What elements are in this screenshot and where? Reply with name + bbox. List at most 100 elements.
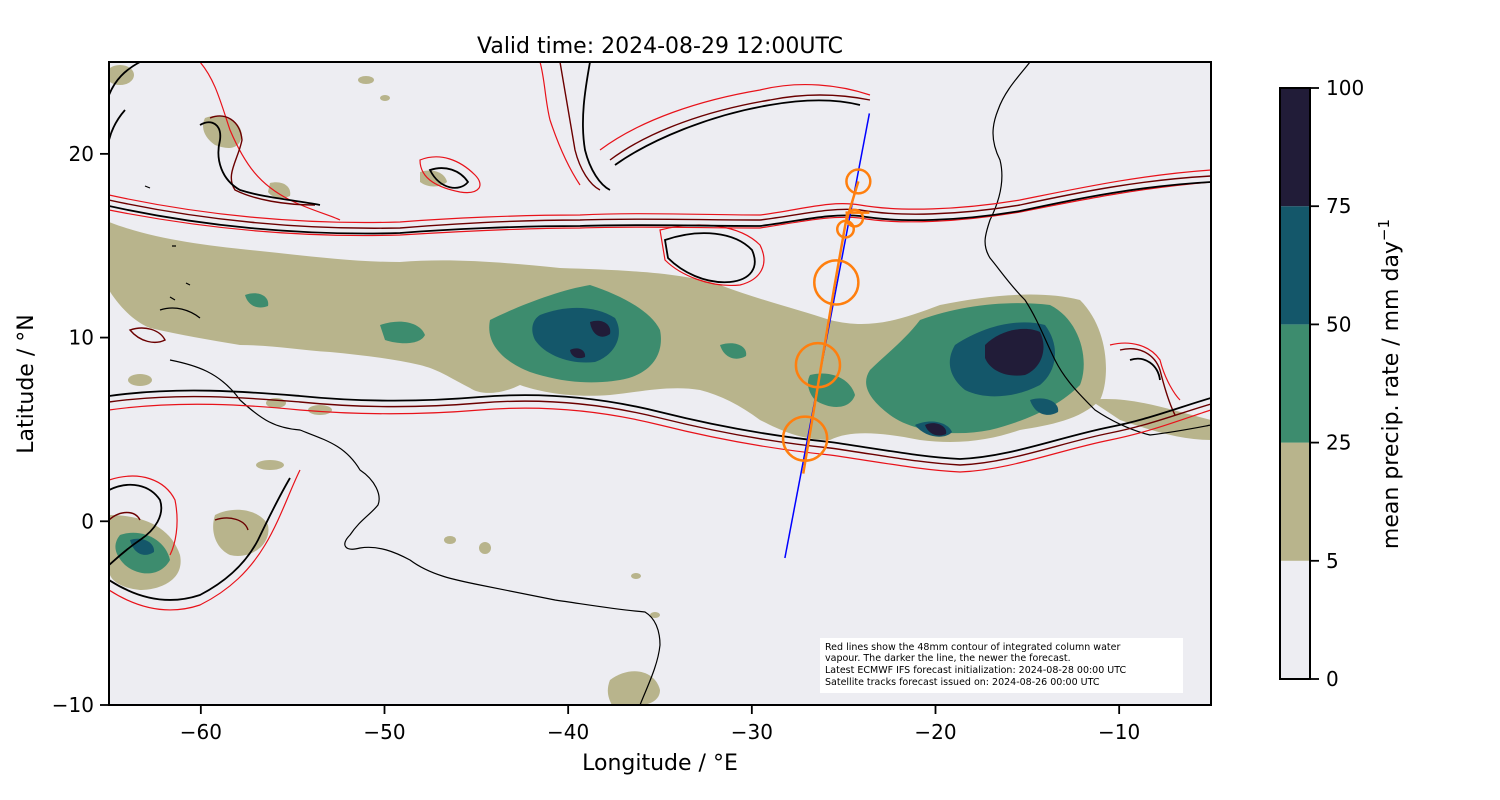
colorbar-ticks: 0 5 25 50 75 100 (1310, 76, 1364, 691)
colorbar-segment (1280, 324, 1310, 443)
iwv-contour-new (663, 232, 756, 284)
colorbar-label-exponent: −1 (1375, 219, 1393, 241)
colorbar-tick-label: 100 (1326, 76, 1364, 100)
coastline-africa (984, 62, 1211, 436)
iwv-contour-old (109, 181, 1211, 237)
iwv-contour-mid (109, 175, 1211, 229)
colorbar-segment (1280, 206, 1310, 325)
annotation-line-1: Red lines show the 48mm contour of integ… (825, 642, 1120, 653)
iwv-contour-old (199, 62, 341, 221)
precip-patch-light (268, 182, 291, 199)
y-tick-label: 10 (69, 326, 94, 350)
precip-patch-light (380, 95, 390, 101)
colorbar-segment (1280, 560, 1310, 679)
iwv-contour-old (109, 169, 1211, 224)
flight-circle (845, 168, 872, 195)
flight-circle (794, 341, 842, 389)
flight-circle (845, 208, 865, 228)
iwv-contour-new (1129, 357, 1161, 381)
precip-band-extreme (925, 423, 947, 436)
iwv-contour-old (109, 469, 301, 611)
iwv-contour-new (199, 121, 321, 206)
y-axis-ticks: −10 0 10 20 (52, 142, 109, 717)
colorbar-label: mean precip. rate / mm day−1 (1375, 219, 1404, 549)
precip-band-extreme (570, 348, 586, 359)
map-plot-area: Red lines show the 48mm contour of integ… (109, 62, 1211, 705)
x-tick-label: −60 (180, 720, 222, 744)
precip-patch-light (256, 460, 284, 470)
colorbar-tick-label: 75 (1326, 194, 1351, 218)
precip-band-heavy (1030, 398, 1059, 415)
colorbar-tick-label: 50 (1326, 312, 1351, 336)
x-axis-ticks: −60 −50 −40 −30 −20 −10 (180, 705, 1140, 744)
x-tick-label: −40 (547, 720, 589, 744)
precip-band-medium (720, 343, 747, 359)
iwv-contours-new (109, 62, 1211, 601)
precip-patch-light (444, 536, 456, 544)
colorbar-frame (1279, 87, 1311, 680)
precip-band-medium (380, 321, 425, 344)
y-axis-label: Latitude / °N (14, 314, 39, 453)
annotation-background (820, 638, 1183, 693)
iwv-contour-mid (109, 511, 249, 531)
annotation-line-2: vapour. The darker the line, the newer t… (825, 653, 1071, 664)
iwv-contour-new (109, 477, 291, 601)
plot-frame (108, 61, 1212, 706)
flight-circle (781, 415, 829, 462)
map-title: Valid time: 2024-08-29 12:00UTC (477, 34, 843, 59)
flight-circle (835, 219, 856, 239)
iwv-contour-new (109, 389, 1211, 460)
flight-circle (813, 259, 860, 306)
iwv-contour-mid (559, 62, 871, 191)
iwv-contour-new (582, 62, 861, 191)
iwv-contour-new (428, 167, 470, 189)
annotation-line-4: Satellite tracks forecast issued on: 202… (825, 677, 1100, 688)
precip-patch-light (650, 612, 660, 618)
iwv-contour-mid (1119, 348, 1176, 416)
precip-band-medium (245, 293, 269, 308)
annotation-line-3: Latest ECMWF IFS forecast initialization… (825, 665, 1126, 676)
colorbar-tick-label: 25 (1326, 431, 1351, 455)
x-tick-label: −30 (731, 720, 773, 744)
x-axis-label: Longitude / °E (582, 751, 738, 776)
coastline-south-america (169, 359, 661, 705)
precip-patch-light (128, 374, 152, 386)
colorbar-segment (1280, 88, 1310, 207)
iwv-contour-old (109, 403, 1211, 473)
precip-patch-light (631, 573, 641, 579)
colorbar-segment (1280, 442, 1310, 561)
annotation-box: Red lines show the 48mm contour of integ… (820, 638, 1183, 693)
precip-patch-light (1090, 399, 1211, 440)
precip-patch-light (308, 405, 332, 415)
x-tick-label: −10 (1098, 720, 1140, 744)
colorbar-tick-label: 5 (1326, 549, 1339, 573)
iwv-contours-mid (109, 62, 1211, 531)
flight-circles (781, 168, 872, 462)
y-tick-label: 0 (81, 509, 94, 533)
precip-patch-light (358, 76, 374, 84)
x-tick-label: −20 (914, 720, 956, 744)
iwv-contour-old (1109, 342, 1181, 401)
colorbar-blocks (1280, 88, 1310, 679)
y-tick-label: 20 (69, 142, 94, 166)
iwv-contour-new (109, 483, 163, 566)
coastlines (144, 62, 1211, 705)
iwv-contours-old (109, 62, 1211, 611)
colorbar-tick-label: 0 (1326, 667, 1339, 691)
precipitation-field (109, 65, 1211, 705)
y-tick-label: −10 (52, 693, 94, 717)
iwv-contour-mid (128, 327, 166, 343)
precip-patch-light (479, 542, 491, 554)
iwv-contour-new (109, 181, 1211, 235)
precip-patch-light (607, 671, 660, 705)
flight-track (781, 168, 872, 474)
x-tick-label: −50 (363, 720, 405, 744)
iwv-contour-mid (209, 115, 316, 206)
colorbar-label-main: mean precip. rate / mm day (1379, 241, 1404, 549)
flight-track-line (802, 181, 860, 474)
precip-band-extreme (985, 328, 1044, 376)
iwv-contour-old (419, 156, 481, 194)
precip-band-extreme (590, 320, 611, 337)
iwv-contour-mid (109, 395, 1211, 466)
